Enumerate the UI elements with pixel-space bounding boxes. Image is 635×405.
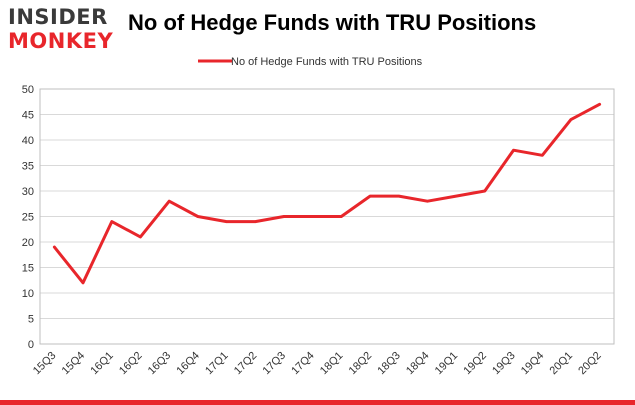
y-tick-label: 25 [22,212,34,224]
x-tick-label: 17Q1 [203,350,231,378]
x-tick-label: 17Q3 [261,350,289,378]
y-tick-label: 35 [22,161,34,173]
x-tick-label: 18Q2 [347,350,375,378]
x-tick-label: 16Q2 [117,350,145,378]
x-tick-label: 19Q4 [519,350,547,378]
y-tick-label: 0 [28,339,34,351]
x-tick-label: 16Q4 [174,350,202,378]
x-tick-label: 20Q2 [576,350,604,378]
x-tick-label: 15Q3 [31,350,59,378]
y-tick-label: 40 [22,135,34,147]
y-tick-label: 10 [22,288,34,300]
logo-line-1: INSIDER [8,5,108,29]
x-tick-label: 19Q1 [433,350,461,378]
x-tick-label: 17Q4 [289,350,317,378]
legend-label: No of Hedge Funds with TRU Positions [231,56,423,68]
x-axis-ticks: 15Q3 15Q4 16Q1 16Q2 16Q3 16Q4 17Q1 17Q2 17Q3 17Q4… [31,350,604,378]
x-tick-label: 16Q1 [88,350,116,378]
x-tick-label: 18Q4 [404,350,432,378]
series-layer [52,102,602,285]
y-tick-label: 15 [22,263,34,275]
y-tick-label: 20 [22,237,34,249]
plot-frame [39,88,615,345]
x-tick-label: 15Q4 [60,350,88,378]
x-tick-label: 16Q3 [146,350,174,378]
x-tick-label: 18Q1 [318,350,346,378]
chart-title: No of Hedge Funds with TRU Positions [128,10,537,35]
y-axis-ticks: 0 5 10 15 20 25 30 35 40 45 50 [22,84,34,351]
y-tick-label: 45 [22,110,34,122]
series-line [52,102,602,285]
bottom-accent-bar [0,400,635,405]
x-tick-label: 17Q2 [232,350,260,378]
x-tick-label: 20Q1 [548,350,576,378]
x-tick-label: 19Q2 [461,350,489,378]
legend: No of Hedge Funds with TRU Positions [198,56,423,68]
insider-monkey-logo: INSIDER MONKEY [8,6,116,54]
y-tick-label: 5 [28,314,34,326]
x-tick-label: 19Q3 [490,350,518,378]
x-tick-label: 18Q3 [375,350,403,378]
logo-line-2: MONKEY [8,29,114,53]
y-tick-label: 50 [22,84,34,96]
y-tick-label: 30 [22,186,34,198]
